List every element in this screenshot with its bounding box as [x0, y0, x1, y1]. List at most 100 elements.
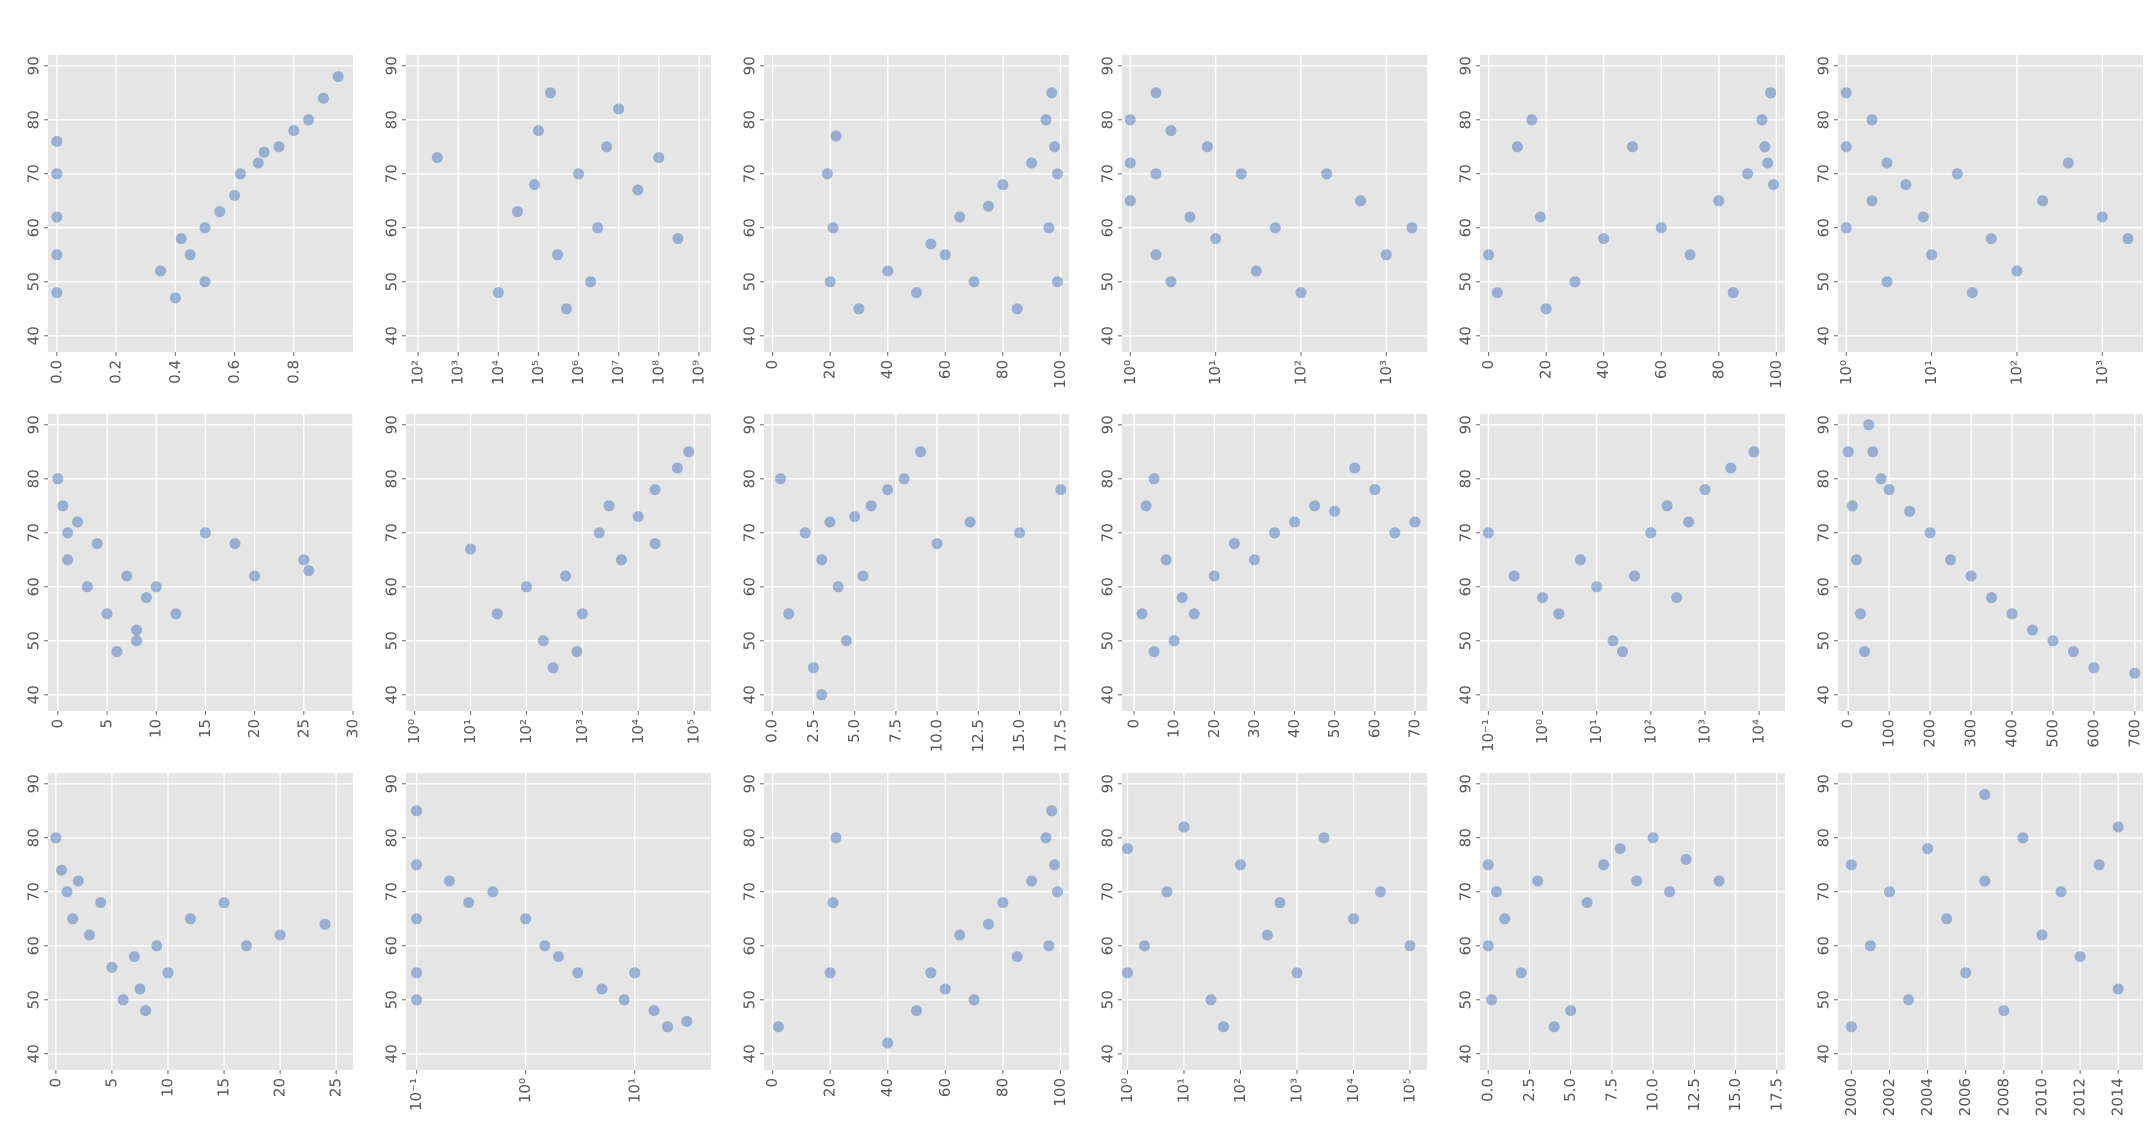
y-tick-label: 50	[25, 990, 43, 1009]
y-tick-label: 90	[25, 56, 43, 75]
y-tick-label: 80	[741, 110, 759, 129]
point	[596, 983, 608, 995]
point	[1406, 222, 1418, 234]
point	[1725, 462, 1737, 474]
point	[249, 570, 261, 582]
point	[1051, 168, 1063, 180]
point	[2074, 951, 2086, 963]
point	[1511, 141, 1523, 153]
point	[128, 951, 140, 963]
point	[585, 276, 597, 288]
point	[1124, 114, 1136, 126]
point	[1629, 570, 1641, 582]
plot-area	[406, 55, 711, 352]
point	[649, 538, 661, 550]
x-tick-label: 80	[993, 1078, 1011, 1097]
point	[2093, 859, 2105, 871]
point	[849, 511, 861, 523]
point	[1205, 994, 1217, 1006]
point	[67, 913, 79, 925]
y-tick-label: 60	[741, 577, 759, 596]
subplot: 40 50 60 70 80 90 0 5 10 15 20 25	[25, 773, 353, 1097]
point	[150, 581, 162, 593]
point	[857, 570, 869, 582]
y-tick-label: 90	[383, 56, 401, 75]
plot-area	[1838, 55, 2143, 352]
point	[1924, 527, 1936, 539]
y-tick-label: 40	[1099, 685, 1117, 704]
y-tick-label: 60	[383, 577, 401, 596]
point	[252, 157, 264, 169]
x-tick-label: 10²	[1291, 360, 1309, 385]
point	[1318, 832, 1330, 844]
y-tick-label: 90	[1457, 774, 1475, 793]
x-tick-label: 0	[1839, 719, 1857, 729]
point	[1049, 859, 1061, 871]
plot-area	[1480, 773, 1785, 1070]
point	[774, 473, 786, 485]
point	[1055, 484, 1067, 496]
point	[1184, 211, 1196, 223]
x-tick-label: 2006	[1956, 1078, 1974, 1116]
point	[140, 592, 152, 604]
y-tick-label: 50	[1457, 990, 1475, 1009]
point	[1046, 805, 1058, 817]
point	[72, 875, 84, 887]
x-tick-label: 10.0	[928, 719, 946, 752]
x-tick-label: 5	[98, 719, 116, 729]
point	[411, 913, 423, 925]
x-tick-label: 15.0	[1010, 719, 1028, 752]
point	[169, 292, 181, 304]
y-tick-label: 80	[383, 828, 401, 847]
point	[1261, 929, 1273, 941]
point	[1631, 875, 1643, 887]
point	[1140, 500, 1152, 512]
plot-area	[764, 773, 1069, 1070]
y-tick-label: 40	[1457, 1044, 1475, 1063]
y-tick-label: 60	[1815, 218, 1833, 237]
y-tick-label: 40	[1099, 1044, 1117, 1063]
point	[1499, 913, 1511, 925]
y-tick-label: 80	[383, 110, 401, 129]
plot-area	[406, 773, 711, 1070]
y-tick-label: 90	[383, 774, 401, 793]
y-tick-label: 80	[25, 110, 43, 129]
point	[537, 635, 549, 647]
point	[1321, 168, 1333, 180]
subplot: 40 50 60 70 80 90 10⁰ 10¹ 10² 10³	[1099, 55, 1427, 385]
point	[52, 473, 64, 485]
y-tick-label: 50	[741, 990, 759, 1009]
point	[2062, 157, 2074, 169]
x-tick-label: 10⁰	[405, 719, 423, 744]
point	[968, 994, 980, 1006]
point	[821, 168, 833, 180]
point	[1855, 608, 1867, 620]
point	[1121, 967, 1133, 979]
x-tick-label: 10	[1165, 719, 1183, 738]
x-tick-label: 100	[1880, 719, 1898, 748]
point	[1883, 886, 1895, 898]
y-tick-label: 80	[1099, 110, 1117, 129]
point	[1926, 249, 1938, 261]
y-tick-label: 40	[1815, 326, 1833, 345]
point	[1553, 608, 1565, 620]
x-tick-label: 30	[344, 719, 362, 738]
x-tick-label: 60	[936, 360, 954, 379]
point	[1309, 500, 1321, 512]
y-tick-label: 60	[25, 936, 43, 955]
point	[1537, 592, 1549, 604]
x-tick-label: 10¹	[1587, 719, 1605, 744]
x-tick-label: 100	[1051, 1078, 1069, 1107]
point	[1389, 527, 1401, 539]
point	[1217, 1021, 1229, 1033]
y-tick-label: 80	[1099, 469, 1117, 488]
x-tick-label: 200	[1921, 719, 1939, 748]
point	[649, 484, 661, 496]
x-tick-label: 20	[245, 719, 263, 738]
point	[925, 238, 937, 250]
point	[2037, 195, 2049, 207]
point	[1699, 484, 1711, 496]
point	[1903, 994, 1915, 1006]
point	[1289, 516, 1301, 528]
